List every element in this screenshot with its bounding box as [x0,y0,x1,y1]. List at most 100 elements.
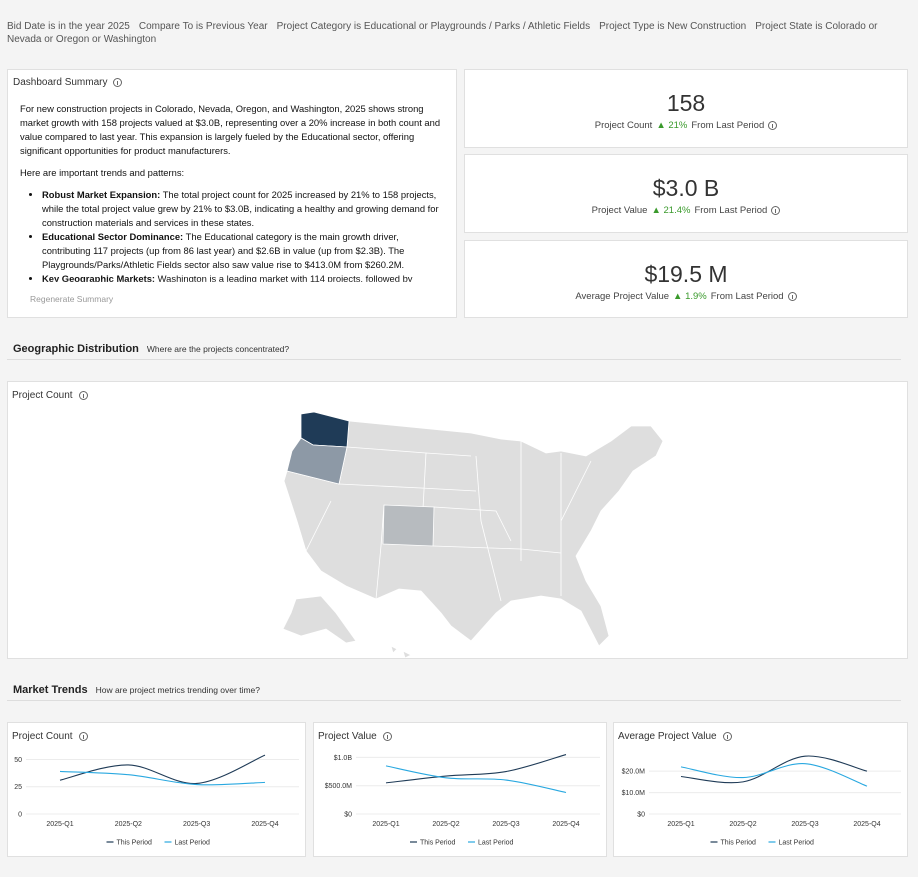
filter[interactable]: Compare To is Previous Year [138,21,268,32]
x-tick-label: 2025-Q1 [46,821,73,828]
y-tick-label: 0 [18,812,22,819]
section-subtitle: Where are the projects concentrated? [146,344,290,354]
legend-label: Last Period [779,840,815,847]
card-header: Dashboard Summary [13,77,123,88]
filter-bar: Bid Date is in the year 2025 Compare To i… [7,20,912,46]
line-chart: $0 $10.0M $20.0M 2025-Q1 2025-Q2 2025-Q3 2025-… [622,755,901,847]
info-icon[interactable] [722,732,732,741]
divider [7,700,901,701]
series-line [680,755,868,784]
chart-card: Project Count 0 25 50 2025-Q1 2025-Q2 2025-Q3… [7,722,306,857]
kpi-label: Project Count [594,120,653,131]
series-line [385,765,567,794]
y-tick-label: $0 [637,812,645,819]
legend-label: This Period [117,840,153,847]
filter[interactable]: Bid Date is in the year 2025 [7,21,130,32]
legend-label: This Period [420,840,456,847]
chart-title: Project Count [12,731,73,742]
x-tick-label: 2025-Q1 [372,821,399,828]
kpi-change: ▲ 1.9% [673,291,707,302]
kpi-suffix: From Last Period [694,205,768,216]
summary-bullet: Educational Sector Dominance: The Educat… [42,230,445,272]
divider [7,359,901,360]
kpi-value: $19.5 M [644,261,728,287]
info-icon[interactable] [382,732,392,741]
info-icon[interactable] [78,732,88,741]
x-tick-label: 2025-Q2 [115,821,142,828]
x-tick-label: 2025-Q4 [853,821,880,828]
bullet-text: The total project count for 2025 increas… [42,189,439,228]
bullet-label: Educational Sector Dominance: [42,231,184,242]
chart-card: Project Value $0 $500.0M $1.0B 2025-Q1 2025-… [313,722,607,857]
x-tick-label: 2025-Q1 [667,821,694,828]
x-tick-label: 2025-Q4 [251,821,278,828]
summary-bullet: Key Geographic Markets: Washington is a … [42,272,445,282]
state-region [283,420,664,647]
line-chart: 0 25 50 2025-Q1 2025-Q2 2025-Q3 2025-Q4 This Pe… [14,754,299,847]
y-tick-label: $10.0M [622,790,646,797]
chart-title: Project Value [318,731,377,742]
y-tick-label: $500.0M [325,783,352,790]
info-icon[interactable] [78,391,88,400]
state-colorado [382,504,435,547]
x-tick-label: 2025-Q2 [432,821,459,828]
y-tick-label: $20.0M [622,769,646,776]
kpi-caption: Project Count ▲ 21% From Last Period [465,120,907,131]
legend-label: Last Period [478,840,514,847]
series-line [59,770,266,786]
chart-card: Average Project Value $0 $10.0M $20.0M 2025… [613,722,908,857]
fade [20,280,445,292]
kpi-card: 158 Project Count ▲ 21% From Last Period [464,69,908,148]
filter[interactable]: Project State is Colorado or Nevada or O… [7,21,878,45]
card-title: Dashboard Summary [13,77,108,88]
kpi-change: ▲ 21.4% [651,205,691,216]
kpi-label: Average Project Value [575,291,670,302]
summary-paragraph: For new construction projects in Colorad… [20,103,441,156]
state-oregon [286,437,348,485]
kpi-card: $19.5 M Average Project Value ▲ 1.9% From … [464,240,908,318]
kpi-change: ▲ 21% [656,120,688,131]
summary-list: Robust Market Expansion: The total proje… [20,188,445,282]
kpi-value: 158 [666,90,706,116]
chart-title: Average Project Value [618,731,717,742]
state-lines [305,441,592,602]
state-alaska [282,595,357,644]
section-title: Market Trends [13,684,88,696]
card-header: Average Project Value [618,731,732,742]
info-icon[interactable] [113,78,123,87]
kpi-caption: Project Value ▲ 21.4% From Last Period [465,205,907,216]
summary-intro: Here are important trends and patterns: [20,167,185,178]
card-header: Project Count [12,390,88,401]
x-tick-label: 2025-Q2 [729,821,756,828]
bullet-label: Key Geographic Markets: [42,273,156,282]
info-icon[interactable] [768,121,778,130]
series-line [385,754,567,784]
kpi-suffix: From Last Period [710,291,784,302]
y-tick-label: 50 [14,757,22,764]
card-header: Project Value [318,731,392,742]
bullet-label: Robust Market Expansion: [42,189,161,200]
y-tick-label: $0 [344,812,352,819]
info-icon[interactable] [787,292,797,301]
regenerate-button[interactable]: Regenerate Summary [30,294,114,304]
kpi-card: $3.0 B Project Value ▲ 21.4% From Last Per… [464,154,908,233]
kpi-label: Project Value [591,205,648,216]
summary-bullet: Robust Market Expansion: The total proje… [42,188,445,230]
kpi-caption: Average Project Value ▲ 1.9% From Last Per… [465,291,907,302]
section-subtitle: How are project metrics trending over ti… [95,685,260,695]
legend-label: This Period [721,840,757,847]
info-icon[interactable] [771,206,781,215]
line-chart: $0 $500.0M $1.0B 2025-Q1 2025-Q2 2025-Q3 2025-… [325,754,600,847]
x-tick-label: 2025-Q3 [492,821,519,828]
kpi-suffix: From Last Period [691,120,765,131]
y-tick-label: $1.0B [334,755,353,762]
filter[interactable]: Project Type is New Construction [599,21,747,32]
kpi-value: $3.0 B [652,175,720,201]
summary-text: For new construction projects in Colorad… [20,102,445,282]
us-map [282,411,664,658]
filter[interactable]: Project Category is Educational or Playg… [276,21,591,32]
summary-card: Dashboard Summary For new construction p… [7,69,457,318]
bullet-text: The Educational category is the main gro… [42,231,405,270]
card-title: Project Count [12,390,73,401]
